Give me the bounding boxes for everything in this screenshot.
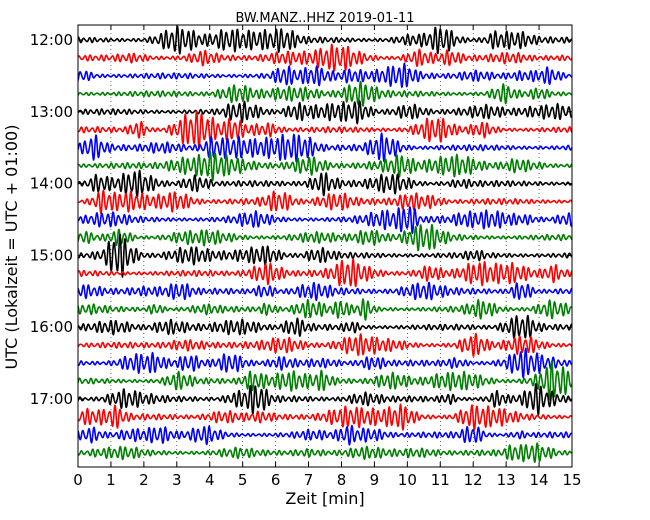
trace-1645 xyxy=(78,360,572,401)
trace-1745 xyxy=(78,442,572,463)
trace-1415 xyxy=(78,189,572,215)
y-tick-label: 13:00 xyxy=(30,103,73,121)
trace-1730 xyxy=(78,424,572,446)
trace-group xyxy=(78,25,572,463)
x-tick-label: 11 xyxy=(431,471,450,489)
x-tick-label: 1 xyxy=(106,471,116,489)
y-tick-label: 14:00 xyxy=(30,175,73,193)
x-tick-label: 13 xyxy=(497,471,516,489)
x-tick-label: 9 xyxy=(370,471,380,489)
plot-frame xyxy=(77,24,573,468)
trace-1515 xyxy=(78,258,572,288)
x-axis-label: Zeit [min] xyxy=(285,489,364,508)
trace-1245 xyxy=(78,80,572,107)
chart-title: BW.MANZ..HHZ 2019-01-11 xyxy=(235,11,414,26)
trace-1630 xyxy=(78,347,572,379)
minute-grid xyxy=(110,25,540,467)
x-tick-label: 0 xyxy=(73,471,83,489)
x-tick-label: 10 xyxy=(398,471,417,489)
trace-1545 xyxy=(78,298,572,321)
x-tick-label: 15 xyxy=(562,471,581,489)
x-tick-label: 6 xyxy=(271,471,281,489)
trace-1430 xyxy=(78,206,572,235)
x-tick-label: 8 xyxy=(337,471,347,489)
trace-1330 xyxy=(78,132,572,163)
plot-area xyxy=(78,25,572,467)
x-tick-label: 12 xyxy=(464,471,483,489)
trace-1500 xyxy=(78,233,572,278)
y-tick-label: 15:00 xyxy=(30,246,73,264)
trace-1345 xyxy=(78,150,572,182)
trace-1200 xyxy=(78,25,572,55)
trace-1215 xyxy=(78,43,572,72)
x-tick-label: 7 xyxy=(304,471,314,489)
x-axis: 0 1 2 3 4 5 6 7 8 9 10 11 12 13 14 15 xyxy=(73,25,582,489)
x-tick-label: 4 xyxy=(205,471,215,489)
trace-1400 xyxy=(78,169,572,199)
trace-1300 xyxy=(78,100,572,125)
y-axis: 12:00 13:00 14:00 15:00 16:00 17:00 xyxy=(30,31,572,408)
y-tick-label: 12:00 xyxy=(30,31,73,49)
trace-1700 xyxy=(78,383,572,416)
trace-1615 xyxy=(78,332,572,357)
x-tick-label: 14 xyxy=(530,471,549,489)
y-tick-label: 17:00 xyxy=(30,390,73,408)
trace-1715 xyxy=(78,403,572,431)
x-tick-label: 5 xyxy=(238,471,248,489)
y-axis-label: UTC (Lokalzeit = UTC + 01:00) xyxy=(2,125,21,370)
y-tick-label: 16:00 xyxy=(30,318,73,336)
x-tick-label: 2 xyxy=(139,471,149,489)
trace-1230 xyxy=(78,62,572,88)
trace-1315 xyxy=(78,110,572,150)
trace-1600 xyxy=(78,314,572,340)
trace-1530 xyxy=(78,281,572,302)
trace-1445 xyxy=(78,224,572,252)
x-tick-label: 3 xyxy=(172,471,182,489)
